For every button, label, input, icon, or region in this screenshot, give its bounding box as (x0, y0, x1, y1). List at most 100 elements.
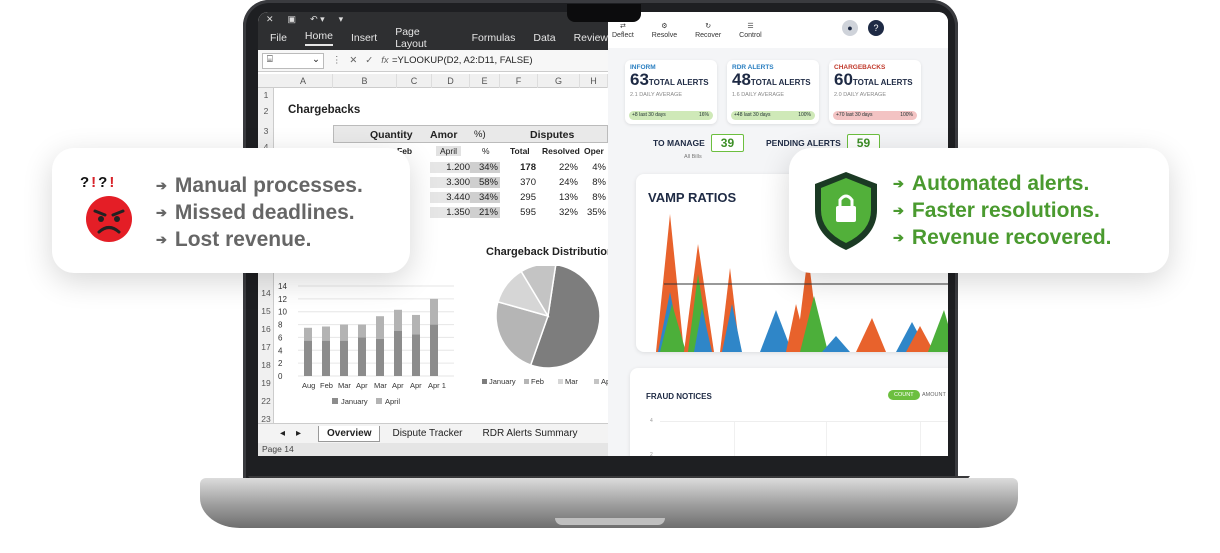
sheet-tab-dispute-tracker[interactable]: Dispute Tracker (392, 428, 463, 439)
nav-deflect[interactable]: ⇄ Deflect (612, 22, 634, 39)
amount-header[interactable]: Amor (430, 129, 458, 141)
sheet-tab-overview[interactable]: Overview (318, 425, 381, 442)
percent-header[interactable]: %) (474, 129, 486, 140)
sheet-tab-rdr-alerts[interactable]: RDR Alerts Summary (482, 428, 578, 439)
pct-cell[interactable]: 34% (470, 192, 500, 203)
amount-cell[interactable]: 1.200 (430, 162, 470, 173)
pending-label: PENDING ALERTS (766, 138, 841, 148)
chargebacks-card[interactable]: CHARGEBACKS 60TOTAL ALERTS 2.0 DAILY AVE… (829, 60, 921, 124)
total-subheader[interactable]: Total (510, 146, 530, 156)
vamp-peak (722, 304, 742, 352)
bar-chart[interactable]: 14 12 10 8 6 4 2 0 Aug Feb Mar Apr Mar Apr Apr Apr 1 Jan… (276, 280, 456, 410)
nav-control[interactable]: ☰ Control (739, 22, 762, 39)
row-header[interactable]: 19 (261, 378, 271, 388)
y-tick-label: 10 (278, 308, 287, 317)
column-header[interactable]: A (274, 74, 333, 88)
total-cell[interactable]: 295 (520, 192, 536, 203)
autosave-icon[interactable]: ▣ (287, 13, 297, 24)
feb-subheader[interactable]: Feb (397, 146, 413, 156)
amount-toggle[interactable]: AMOUNT (922, 392, 946, 398)
row-header[interactable]: 3 (263, 126, 269, 136)
resolved-subheader[interactable]: Resolved (542, 146, 580, 156)
row-header[interactable]: 2 (263, 106, 269, 116)
card-trend: +70 last 30 days 100% (833, 111, 917, 120)
to-manage-stat[interactable]: TO MANAGE 39 (653, 134, 745, 152)
prev-sheet-icon[interactable]: ◂ (280, 428, 286, 439)
row-header[interactable]: 22 (261, 396, 271, 406)
column-header[interactable]: G (538, 74, 580, 88)
laptop-trackpad-notch (555, 518, 665, 525)
ribbon-tabs: File Home Insert Page Layout Formulas Da… (258, 26, 608, 50)
x-tick-label: Apr (392, 381, 404, 390)
benefit-text: Faster resolutions. (911, 199, 1100, 222)
recover-icon: ↻ (705, 22, 712, 30)
grid-line (920, 422, 921, 456)
count-toggle[interactable]: COUNT (888, 390, 920, 400)
pct-cell[interactable]: 21% (470, 207, 500, 218)
undo-icon[interactable]: ↶ ▾ (310, 13, 325, 24)
open-cell[interactable]: 8% (592, 177, 606, 188)
user-avatar-icon[interactable]: ● (842, 20, 858, 36)
nav-resolve[interactable]: ⚙ Resolve (652, 22, 677, 39)
vamp-area-chart[interactable] (636, 204, 948, 352)
amount-cell[interactable]: 1.350 (430, 207, 470, 218)
column-header[interactable]: D (432, 74, 470, 88)
name-box[interactable]: ⌸ ⌄ (262, 52, 324, 69)
amount-cell[interactable]: 3.300 (430, 177, 470, 188)
resolved-cell[interactable]: 22% (558, 162, 578, 173)
ribbon-tab-home[interactable]: Home (304, 30, 333, 46)
resolved-cell[interactable]: 13% (558, 192, 578, 203)
ribbon-tab-insert[interactable]: Insert (350, 32, 378, 44)
total-cell[interactable]: 595 (520, 207, 536, 218)
column-header[interactable]: E (470, 74, 500, 88)
open-cell[interactable]: 8% (592, 192, 606, 203)
ribbon-tab-file[interactable]: File (270, 32, 287, 44)
resolved-cell[interactable]: 24% (558, 177, 578, 188)
column-header[interactable]: H (580, 74, 608, 88)
y-tick-label: 2 (278, 359, 283, 368)
quantity-header[interactable]: Quantity (370, 129, 413, 141)
ribbon-tab-data[interactable]: Data (533, 32, 556, 44)
row-header[interactable]: 1 (263, 90, 269, 100)
rdr-alerts-card[interactable]: RDR ALERTS 48TOTAL ALERTS 1.6 DAILY AVER… (727, 60, 819, 124)
row-header[interactable]: 14 (261, 288, 271, 298)
ribbon-tab-formulas[interactable]: Formulas (471, 32, 516, 44)
amount-cell[interactable]: 3.440 (430, 192, 470, 203)
pie-chart[interactable]: January Feb Mar April (472, 266, 612, 396)
column-header[interactable]: F (500, 74, 538, 88)
excel-logo-icon: ✕ (266, 13, 274, 24)
row-header[interactable]: 17 (261, 342, 271, 352)
next-sheet-icon[interactable]: ▸ (296, 428, 302, 439)
help-icon[interactable]: ? (868, 20, 884, 36)
sheet-title[interactable]: Chargebacks (288, 104, 361, 116)
open-subheader[interactable]: Oper (584, 146, 604, 156)
row-header[interactable]: 16 (261, 324, 271, 334)
april-subheader[interactable]: April (436, 146, 462, 156)
total-cell[interactable]: 178 (520, 162, 536, 173)
pct-cell[interactable]: 34% (470, 162, 500, 173)
pain-point-item: ➔ Manual processes. (156, 172, 363, 199)
resolved-cell[interactable]: 32% (558, 207, 578, 218)
formula-input[interactable]: =YLOOKUP(D2, A2:D11, FALSE) (392, 55, 533, 66)
row-header[interactable]: 23 (261, 414, 271, 424)
inform-card[interactable]: INFORM 63TOTAL ALERTS 2.1 DAILY AVERAGE … (625, 60, 717, 124)
customize-icon[interactable]: ▾ (338, 13, 344, 24)
nav-recover[interactable]: ↻ Recover (695, 22, 721, 39)
open-cell[interactable]: 4% (592, 162, 606, 173)
pct-subheader[interactable]: % (482, 146, 490, 156)
bar-january (358, 337, 366, 376)
column-header[interactable]: B (333, 74, 397, 88)
filter-select[interactable]: All Bills (684, 154, 702, 160)
vamp-title: VAMP RATIOS (648, 190, 737, 205)
ribbon-tab-review[interactable]: Review (573, 32, 608, 44)
ribbon-tab-page-layout[interactable]: Page Layout (395, 26, 427, 50)
pct-cell[interactable]: 58% (470, 177, 500, 188)
row-header[interactable]: 4 (263, 142, 269, 152)
pending-alerts-stat[interactable]: PENDING ALERTS 59 (766, 134, 881, 152)
row-header[interactable]: 15 (261, 306, 271, 316)
total-cell[interactable]: 370 (520, 177, 536, 188)
row-header[interactable]: 18 (261, 360, 271, 370)
disputes-header[interactable]: Disputes (530, 129, 575, 141)
open-cell[interactable]: 35% (586, 207, 606, 218)
column-header[interactable]: C (397, 74, 432, 88)
